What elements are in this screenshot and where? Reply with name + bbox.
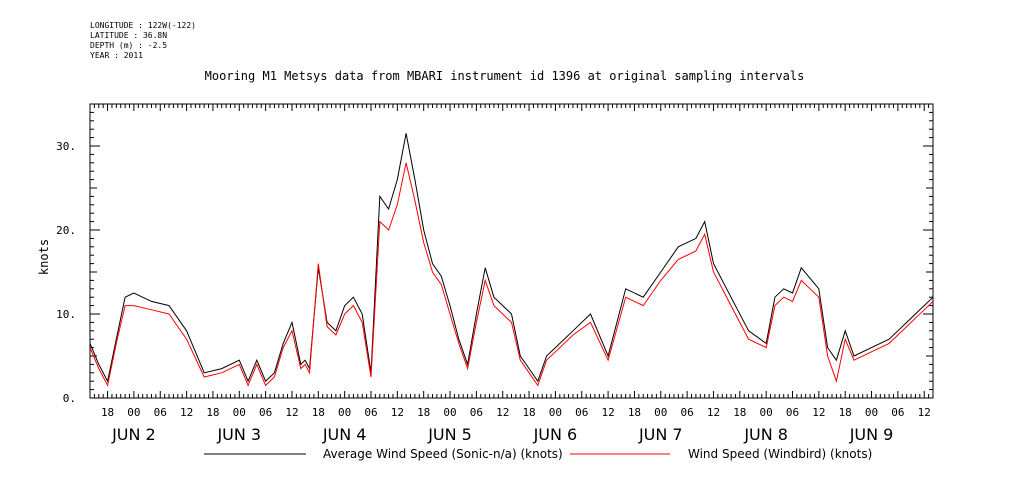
x-tick-label: 00 [233, 406, 246, 419]
series-lines [89, 133, 934, 387]
legend-label-series2: Wind Speed (Windbird) (knots) [688, 447, 872, 461]
x-tick-label: 12 [812, 406, 825, 419]
legend-label-series1: Average Wind Speed (Sonic-n/a) (knots) [323, 447, 563, 461]
x-tick-label: 06 [681, 406, 694, 419]
date-label: JUN 9 [849, 425, 894, 444]
x-tick-label: 00 [654, 406, 667, 419]
x-tick-label: 00 [549, 406, 562, 419]
x-tick-label: 06 [891, 406, 904, 419]
axes: 18 00 06 12 18 00 06 12 18 00 06 12 18 00 06 12 18 00 06 12… [56, 103, 934, 444]
date-label: JUN 3 [216, 425, 261, 444]
x-tick-label: 06 [259, 406, 272, 419]
x-tick-label: 06 [470, 406, 483, 419]
y-tick-label: 20. [56, 224, 76, 237]
date-label: JUN 8 [743, 425, 788, 444]
date-label: JUN 2 [111, 425, 156, 444]
x-tick-label: 12 [285, 406, 298, 419]
latitude-label: LATITUDE : 36.8N [90, 31, 168, 40]
x-tick-label: 18 [733, 406, 746, 419]
x-tick-label: 00 [760, 406, 773, 419]
x-tick-label: 18 [206, 406, 219, 419]
metadata-block: LONGITUDE : 122W(-122) LATITUDE : 36.8N … [90, 21, 196, 61]
x-tick-label: 18 [839, 406, 852, 419]
x-tick-label: 12 [707, 406, 720, 419]
x-tick-label: 18 [522, 406, 535, 419]
y-tick-label: 30. [56, 140, 76, 153]
x-tick-label: 12 [391, 406, 404, 419]
y-tick-label: 0. [63, 392, 76, 405]
x-tick-label: 18 [101, 406, 114, 419]
x-tick-label: 18 [628, 406, 641, 419]
x-tick-label: 06 [786, 406, 799, 419]
x-tick-label: 18 [417, 406, 430, 419]
date-label: JUN 5 [427, 425, 472, 444]
x-tick-label: 12 [918, 406, 931, 419]
y-tick-label: 10. [56, 308, 76, 321]
x-tick-label: 18 [312, 406, 325, 419]
x-tick-label: 12 [496, 406, 509, 419]
date-label: JUN 7 [638, 425, 683, 444]
date-label: JUN 4 [322, 425, 367, 444]
depth-label: DEPTH (m) : -2.5 [90, 41, 168, 50]
series-line-1 [89, 133, 934, 383]
year-label: YEAR : 2011 [90, 51, 143, 60]
series-line-2 [89, 162, 934, 387]
x-tick-label: 06 [154, 406, 167, 419]
x-tick-label: 00 [127, 406, 140, 419]
x-tick-label: 00 [338, 406, 351, 419]
x-tick-label: 12 [180, 406, 193, 419]
x-tick-label: 06 [364, 406, 377, 419]
x-tick-label: 00 [865, 406, 878, 419]
date-label: JUN 6 [533, 425, 578, 444]
plot-frame [89, 103, 934, 399]
x-tick-label: 06 [575, 406, 588, 419]
y-axis-label: knots [37, 239, 51, 275]
x-tick-label: 00 [443, 406, 456, 419]
longitude-label: LONGITUDE : 122W(-122) [90, 21, 196, 30]
legend: Average Wind Speed (Sonic-n/a) (knots) W… [204, 447, 872, 461]
chart-title: Mooring M1 Metsys data from MBARI instru… [204, 69, 805, 83]
x-tick-label: 12 [601, 406, 614, 419]
